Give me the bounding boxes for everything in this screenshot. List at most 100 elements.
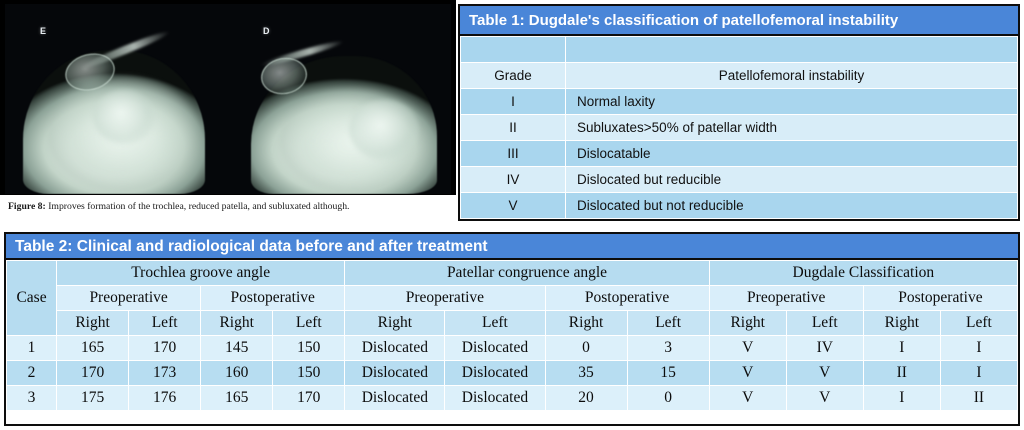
group-header-trochlea: Trochlea groove angle (56, 260, 346, 286)
data-cell: IV (785, 335, 864, 361)
data-cell: 20 (544, 385, 628, 411)
header-side: Left (785, 310, 864, 336)
data-cell: 35 (544, 360, 628, 386)
table-1-grid: Grade Patellofemoral instability I Norma… (460, 36, 1018, 219)
data-cell: Dislocated (344, 360, 446, 386)
xray-pane-right-knee (233, 4, 451, 194)
figure-caption-label: Figure 8: (8, 201, 46, 212)
header-side: Right (862, 310, 941, 336)
xray-side-label-right: D (263, 26, 270, 36)
table-row: 1 165 170 145 150 Dislocated Dislocated … (5, 335, 1019, 361)
xray-image: E D (0, 0, 456, 195)
case-number: 1 (5, 335, 58, 361)
header-side: Left (626, 310, 710, 336)
data-cell: Dislocated (444, 360, 546, 386)
xray-side-label-left: E (40, 26, 47, 36)
table-leaf-header-row: Right Left Right Left Right Left Right L… (7, 310, 1019, 336)
case-number: 3 (5, 385, 58, 411)
data-cell: 3 (626, 335, 710, 361)
data-cell: 175 (56, 385, 130, 411)
table-group-header-row: Case Trochlea groove angle Patellar cong… (5, 260, 1019, 336)
table-row: 2 170 173 160 150 Dislocated Dislocated … (5, 360, 1019, 386)
data-cell: I (939, 335, 1019, 361)
figure-block: E D Figure 8: Improves formation of the … (0, 0, 456, 228)
table-2: Table 2: Clinical and radiological data … (4, 232, 1020, 426)
data-cell: I (939, 360, 1019, 386)
case-number: 2 (5, 360, 58, 386)
table-1: Table 1: Dugdale's classification of pat… (458, 4, 1020, 221)
data-cell: 15 (626, 360, 710, 386)
data-cell: Dislocated (444, 385, 546, 411)
group-header-dugdale: Dugdale Classification (708, 260, 1019, 286)
instability-desc: Dislocated but reducible (565, 166, 1018, 193)
data-cell: 150 (272, 360, 346, 386)
table-2-title: Table 2: Clinical and radiological data … (6, 234, 1018, 260)
subheader-postop: Postoperative (200, 285, 346, 311)
data-cell: 173 (128, 360, 202, 386)
data-cell: Dislocated (344, 335, 446, 361)
grade-value: V (460, 192, 566, 219)
xray-pane-left-knee: E (7, 4, 225, 194)
header-side: Right (344, 310, 446, 336)
instability-desc: Normal laxity (565, 88, 1018, 115)
table-subheader-row: Preoperative Postoperative Preoperative … (7, 285, 1019, 311)
header-side: Right (544, 310, 628, 336)
data-cell: 170 (272, 385, 346, 411)
grade-value: I (460, 88, 566, 115)
grade-value: III (460, 140, 566, 167)
data-cell: 176 (128, 385, 202, 411)
grade-value: II (460, 114, 566, 141)
data-cell: 165 (200, 385, 274, 411)
data-cell: Dislocated (444, 335, 546, 361)
table-row: II Subluxates>50% of patellar width (460, 114, 1018, 141)
subheader-preop: Preoperative (56, 285, 202, 311)
data-cell: 160 (200, 360, 274, 386)
subheader-postop: Postoperative (544, 285, 710, 311)
group-header-congruence: Patellar congruence angle (344, 260, 710, 286)
data-cell: 170 (128, 335, 202, 361)
table-row: V Dislocated but not reducible (460, 192, 1018, 219)
instability-desc: Dislocatable (565, 140, 1018, 167)
data-cell: 165 (56, 335, 130, 361)
header-side: Left (272, 310, 346, 336)
xray-canvas: E D (5, 4, 451, 194)
table-row: I Normal laxity (460, 88, 1018, 115)
instability-desc: Subluxates>50% of patellar width (565, 114, 1018, 141)
data-cell: I (862, 335, 941, 361)
header-side: Left (444, 310, 546, 336)
table-row: 3 175 176 165 170 Dislocated Dislocated … (5, 385, 1019, 411)
figure-caption-text: Improves formation of the trochlea, redu… (45, 201, 350, 212)
top-region: E D Figure 8: Improves formation of the … (0, 0, 1020, 228)
data-cell: V (708, 335, 787, 361)
data-cell: II (862, 360, 941, 386)
table-1-title: Table 1: Dugdale's classification of pat… (460, 6, 1018, 36)
table-row: III Dislocatable (460, 140, 1018, 167)
header-instability: Patellofemoral instability (565, 62, 1018, 89)
data-cell: 170 (56, 360, 130, 386)
header-side: Right (56, 310, 130, 336)
header-side: Right (708, 310, 787, 336)
table-row: IV Dislocated but reducible (460, 166, 1018, 193)
data-cell: 150 (272, 335, 346, 361)
blank-cell-desc (565, 36, 1018, 63)
figure-caption: Figure 8: Improves formation of the troc… (0, 195, 456, 228)
condyle-bump-left (93, 90, 155, 144)
blank-cell-grade (460, 36, 566, 63)
instability-desc: Dislocated but not reducible (565, 192, 1018, 219)
data-cell: 0 (544, 335, 628, 361)
header-side: Right (200, 310, 274, 336)
header-case: Case (5, 260, 58, 336)
header-side: Left (939, 310, 1019, 336)
data-cell: I (862, 385, 941, 411)
header-side: Left (128, 310, 202, 336)
data-cell: V (708, 385, 787, 411)
table-2-grid: Case Trochlea groove angle Patellar cong… (5, 260, 1019, 411)
data-cell: II (939, 385, 1019, 411)
data-cell: V (785, 360, 864, 386)
condyle-bump-right (349, 100, 419, 160)
data-cell: Dislocated (344, 385, 446, 411)
grade-value: IV (460, 166, 566, 193)
subheader-preop: Preoperative (344, 285, 546, 311)
table-header-row: Grade Patellofemoral instability (460, 62, 1018, 89)
subheader-postop: Postoperative (862, 285, 1019, 311)
